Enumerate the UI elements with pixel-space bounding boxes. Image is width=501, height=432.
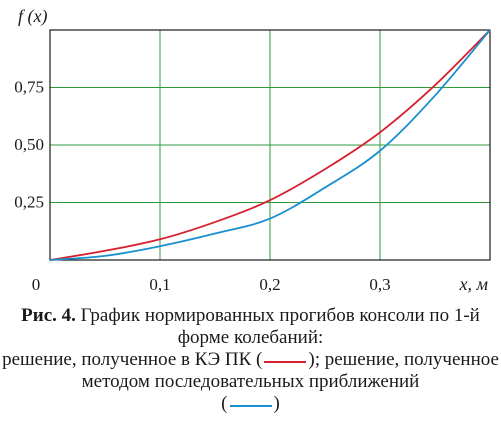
series-layer <box>49 29 491 261</box>
series-line-1 <box>49 29 491 261</box>
legend-red-swatch <box>264 360 307 363</box>
x-tick-label-1: 0,1 <box>149 275 170 294</box>
tick-labels: 0 0,1 0,2 0,3 0,25 0,50 0,75 <box>14 78 390 295</box>
x-axis-label: x, м <box>459 274 489 294</box>
caption-text-4b: ) <box>273 393 280 414</box>
series-line-0 <box>49 29 491 261</box>
grid-lines <box>50 30 490 260</box>
y-axis-label: f (x) <box>18 6 47 27</box>
chart: 0 0,1 0,2 0,3 0,25 0,50 0,75 f (x) x, м <box>14 6 491 295</box>
figure-caption: Рис. 4. График нормированных прогибов ко… <box>0 305 501 415</box>
x-tick-label-0: 0 <box>32 275 41 294</box>
caption-label: Рис. 4. <box>21 305 76 326</box>
caption-text-3: ); решение, полученное методом последова… <box>81 349 499 392</box>
y-tick-label-0: 0,25 <box>14 193 44 212</box>
y-tick-label-2: 0,75 <box>14 78 44 97</box>
y-tick-label-1: 0,50 <box>14 135 44 154</box>
x-tick-label-2: 0,2 <box>259 275 280 294</box>
plot-frame <box>49 29 491 261</box>
caption-text-1: График нормированных прогибов консоли по… <box>75 305 480 348</box>
x-tick-label-3: 0,3 <box>369 275 390 294</box>
legend-blue-swatch <box>229 404 272 407</box>
caption-text-4a: ( <box>221 393 228 414</box>
caption-text-2: решение, полученное в КЭ ПК ( <box>2 349 263 370</box>
